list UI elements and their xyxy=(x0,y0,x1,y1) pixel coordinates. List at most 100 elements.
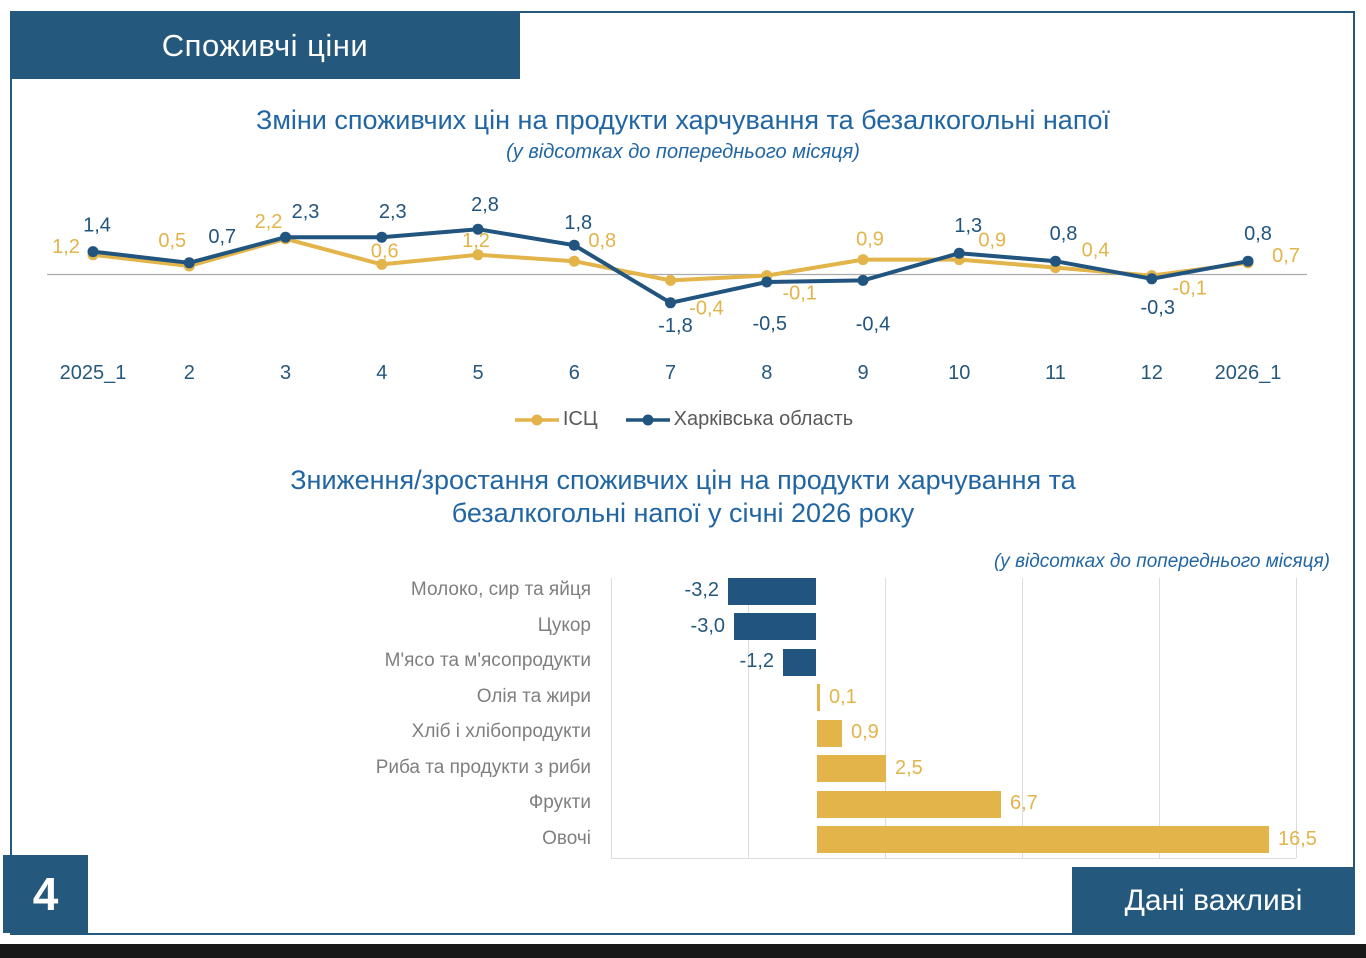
line-chart-x-axis: 2025_1 2 3 4 5 6 7 8 9 10 11 12 2026_1 xyxy=(0,362,1366,386)
bar-chart-title-line1: Зниження/зростання споживчих цін на прод… xyxy=(290,465,1076,495)
bar-category-label: М'ясо та м'ясопродукти xyxy=(384,650,591,672)
x-tick-label: 5 xyxy=(472,362,484,384)
data-label: 0,5 xyxy=(158,230,186,252)
gridline xyxy=(1296,578,1297,858)
series-marker xyxy=(1146,273,1158,285)
gridline xyxy=(885,578,886,858)
legend-marker-icon xyxy=(514,414,559,425)
legend-label: ІСЦ xyxy=(562,408,598,430)
axis-baseline xyxy=(611,858,1296,859)
footer-banner: Дані важливі xyxy=(1072,867,1355,935)
bar-value-label: 0,1 xyxy=(829,685,857,708)
data-label: -0,4 xyxy=(689,297,723,319)
series-marker xyxy=(376,258,388,270)
line-chart-canvas: 1,2 0,5 2,2 0,6 1,2 0,8 -0,4 -0,1 0,9 0,9 0,4 -0,1 0… xyxy=(47,194,1307,337)
gridline xyxy=(748,578,749,858)
bar-value-label: -3,0 xyxy=(690,614,725,637)
legend-label: Харківська область xyxy=(673,408,854,430)
bar xyxy=(734,613,816,641)
bar-value-label: 6,7 xyxy=(1010,792,1038,815)
gridline xyxy=(1159,578,1160,858)
slide-frame xyxy=(10,11,1355,935)
x-tick-label: 6 xyxy=(568,362,580,384)
bar-category-label: Олія та жири xyxy=(476,685,591,707)
bar xyxy=(817,755,886,783)
data-label: 0,9 xyxy=(978,230,1006,252)
legend-dot xyxy=(642,414,654,425)
data-label: -0,4 xyxy=(856,313,890,335)
series-marker xyxy=(665,297,676,309)
bar-chart-title: Зниження/зростання споживчих цін на прод… xyxy=(0,464,1366,530)
data-label: 0,6 xyxy=(371,240,399,262)
bar xyxy=(728,577,816,605)
data-label: 2,2 xyxy=(255,211,283,233)
bar xyxy=(817,790,1001,818)
data-label: 0,9 xyxy=(856,229,884,251)
bottom-black-bar xyxy=(0,944,1366,958)
data-label: -0,1 xyxy=(1173,278,1207,300)
bar-value-label: 0,9 xyxy=(851,721,879,744)
series-marker xyxy=(1242,255,1254,267)
series-marker xyxy=(376,231,388,243)
bar-value-label: -1,2 xyxy=(739,650,774,673)
bar-category-label: Хліб і хлібопродукти xyxy=(411,721,591,743)
data-label: 0,8 xyxy=(1244,223,1272,245)
data-label: 1,3 xyxy=(954,215,982,237)
data-label: -0,3 xyxy=(1141,297,1175,319)
x-tick-label: 11 xyxy=(1045,362,1066,384)
header-box: Споживчі ціни xyxy=(10,12,520,79)
data-label: -0,5 xyxy=(753,313,787,335)
data-label: 0,8 xyxy=(1050,223,1078,245)
data-label: 1,2 xyxy=(462,230,490,252)
data-label: 0,7 xyxy=(208,226,236,248)
legend-marker-icon xyxy=(625,414,670,425)
line-chart-subtitle: (у відсотках до попереднього місяця) xyxy=(506,141,860,163)
x-tick-label: 4 xyxy=(376,362,388,384)
line-chart: 1,2 0,5 2,2 0,6 1,2 0,8 -0,4 -0,1 0,9 0,9 0,4 -0,1 0… xyxy=(0,186,1366,356)
series-marker xyxy=(761,276,773,288)
data-label: -1,8 xyxy=(658,315,692,337)
bar-chart-title-line2: безалкогольні напої у січні 2026 року xyxy=(451,498,915,528)
bar-chart: Молоко, сир та яйця -3,2 Цукор -3,0 М'ясо та… xyxy=(0,575,1366,867)
data-label: 2,8 xyxy=(471,194,499,216)
bar-chart-note: (у відсотках до попереднього місяця) xyxy=(993,551,1330,572)
bar-category-label: Овочі xyxy=(542,827,591,849)
series-marker xyxy=(1050,255,1061,267)
line-chart-legend: ІСЦ Харківська область xyxy=(0,408,1366,431)
gridline xyxy=(611,578,612,858)
x-tick-label: 10 xyxy=(948,362,971,384)
data-label: 0,4 xyxy=(1082,240,1110,262)
line-chart-title: Зміни споживчих цін на продукти харчуван… xyxy=(256,105,1110,135)
bar-value-label: 2,5 xyxy=(895,756,923,779)
bar xyxy=(817,684,820,712)
series-marker xyxy=(953,247,965,259)
x-tick-label: 9 xyxy=(857,362,869,384)
data-label: 1,2 xyxy=(52,236,80,258)
series-marker xyxy=(280,231,291,243)
series-marker xyxy=(472,223,484,235)
bar xyxy=(817,719,842,747)
data-label: 0,8 xyxy=(588,230,616,252)
x-tick-label: 2 xyxy=(183,362,195,384)
footer-banner-label: Дані важливі xyxy=(1124,884,1303,917)
series-marker xyxy=(857,274,869,286)
legend-dot xyxy=(531,414,543,425)
bar-category-label: Риба та продукти з риби xyxy=(375,756,591,778)
bar-category-label: Цукор xyxy=(537,614,591,636)
series-marker xyxy=(568,255,580,267)
x-tick-label: 7 xyxy=(664,362,677,384)
bar-value-label: 16,5 xyxy=(1278,827,1317,850)
bar-category-label: Молоко, сир та яйця xyxy=(410,579,591,600)
bar xyxy=(817,826,1269,854)
x-tick-label: 2026_1 xyxy=(1214,362,1282,384)
header-title: Споживчі ціни xyxy=(161,27,369,63)
data-label: 2,3 xyxy=(379,201,407,223)
series-marker xyxy=(183,257,195,269)
page-number-box: 4 xyxy=(3,855,88,933)
page-number: 4 xyxy=(32,868,59,920)
series-marker xyxy=(665,274,676,286)
series-marker xyxy=(472,249,484,261)
data-label: 1,8 xyxy=(564,212,592,234)
x-tick-label: 12 xyxy=(1140,362,1163,384)
gridline xyxy=(1022,578,1023,858)
